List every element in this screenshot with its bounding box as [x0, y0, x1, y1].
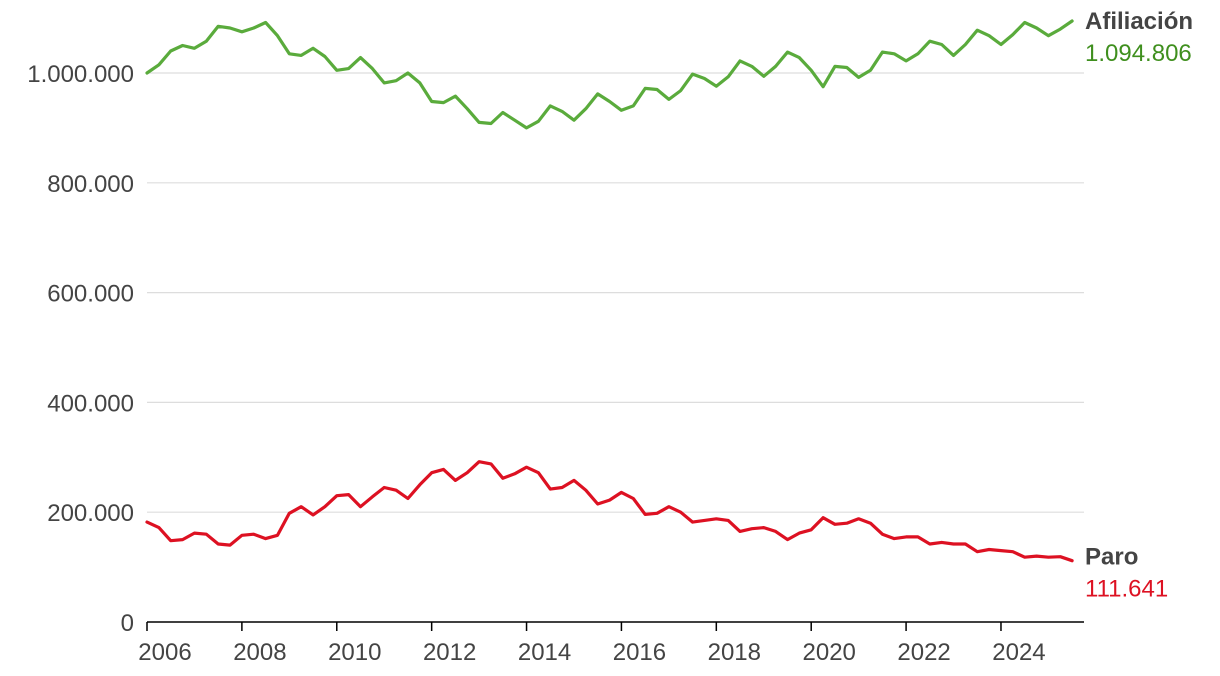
x-tick-label: 2006 [138, 639, 191, 666]
x-tick-label: 2016 [613, 639, 666, 666]
x-tick-label: 2008 [233, 639, 286, 666]
grid-lines [147, 72, 1084, 513]
x-tick-label: 2022 [897, 639, 950, 666]
series-line-afiliaci-n [145, 19, 1074, 130]
y-tick-label: 400.000 [47, 390, 134, 417]
y-tick-label: 200.000 [47, 500, 134, 527]
x-tick-label: 2010 [328, 639, 381, 666]
series-name-label: Paro [1085, 544, 1138, 571]
x-tick-label: 2018 [708, 639, 761, 666]
series-lines [145, 19, 1074, 563]
y-tick-label: 800.000 [47, 171, 134, 198]
y-tick-label: 0 [121, 610, 134, 637]
x-tick-label: 2012 [423, 639, 476, 666]
series-end-value: 1.094.806 [1085, 40, 1192, 67]
series-end-value: 111.641 [1085, 576, 1168, 603]
y-tick-label: 600.000 [47, 281, 134, 308]
series-line-paro [145, 460, 1074, 563]
y-tick-label: 1.000.000 [27, 61, 134, 88]
series-name-label: Afiliación [1085, 8, 1193, 35]
x-tick-label: 2020 [803, 639, 856, 666]
x-tick-label: 2024 [992, 639, 1045, 666]
axes: 0 200.000 400.000 600.000 800.000 1.000.000 20… [27, 61, 1084, 666]
x-tick-label: 2014 [518, 639, 571, 666]
end-labels: Afiliación 1.094.806 Paro 111.641 [1085, 8, 1193, 603]
